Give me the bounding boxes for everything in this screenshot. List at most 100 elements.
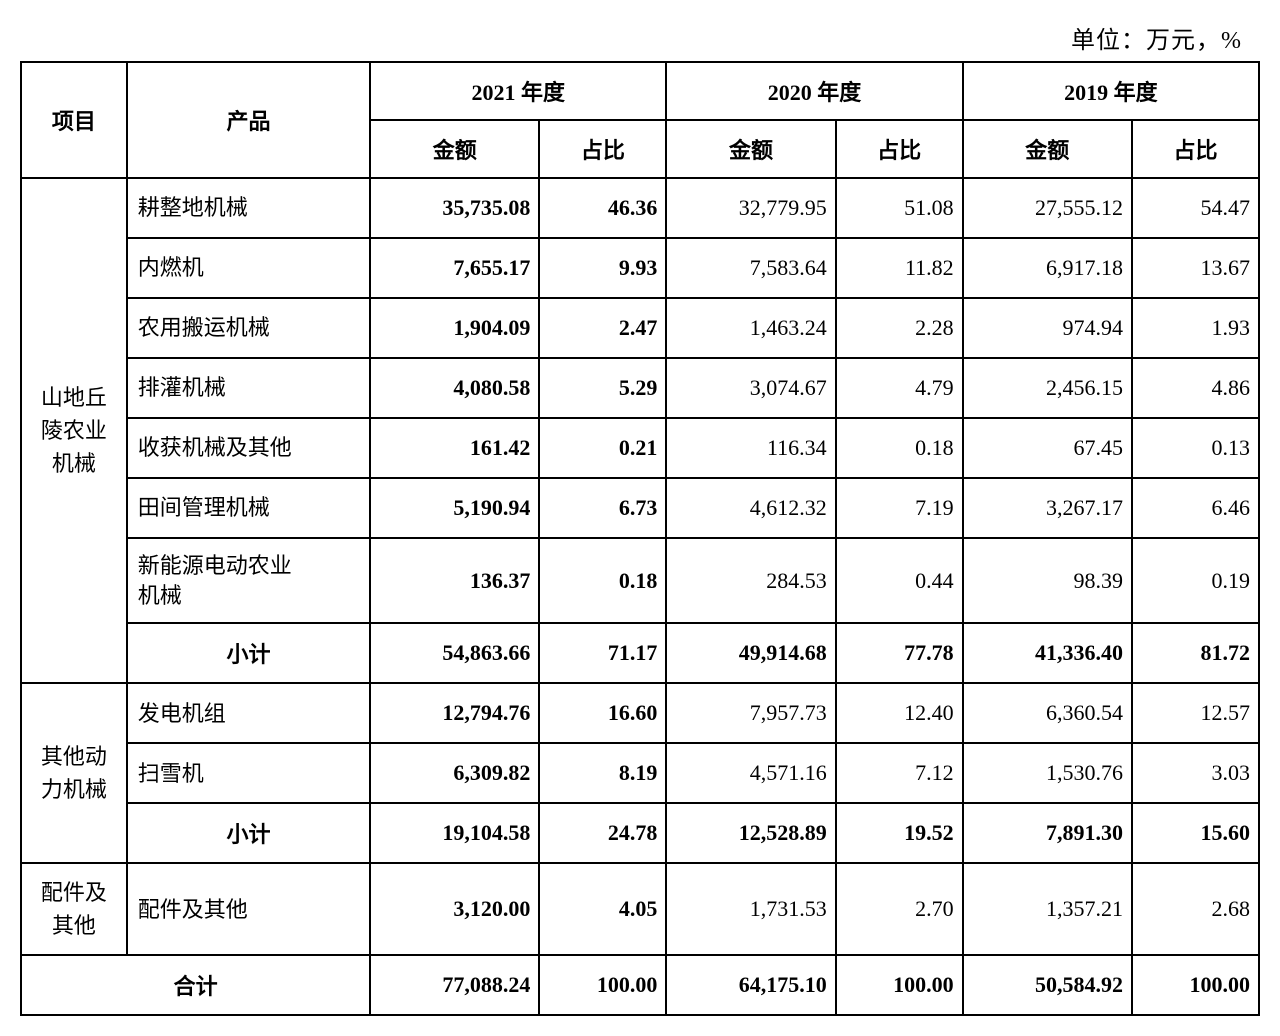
table-cell: 71.17 — [539, 623, 666, 683]
table-row: 配件及其他配件及其他3,120.004.051,731.532.701,357.… — [21, 863, 1259, 955]
table-cell: 3,267.17 — [963, 478, 1132, 538]
product-label: 农用搬运机械 — [127, 298, 370, 358]
table-cell: 1,463.24 — [666, 298, 835, 358]
table-cell: 13.67 — [1132, 238, 1259, 298]
table-cell: 0.13 — [1132, 418, 1259, 478]
table-cell: 7.12 — [836, 743, 963, 803]
table-cell: 5.29 — [539, 358, 666, 418]
table-cell: 51.08 — [836, 178, 963, 238]
product-label: 内燃机 — [127, 238, 370, 298]
table-cell: 0.19 — [1132, 538, 1259, 623]
table-cell: 1.93 — [1132, 298, 1259, 358]
table-cell: 2.70 — [836, 863, 963, 955]
table-row: 扫雪机6,309.828.194,571.167.121,530.763.03 — [21, 743, 1259, 803]
table-cell: 67.45 — [963, 418, 1132, 478]
table-cell: 161.42 — [370, 418, 539, 478]
table-cell: 98.39 — [963, 538, 1132, 623]
table-cell: 77.78 — [836, 623, 963, 683]
table-cell: 12.40 — [836, 683, 963, 743]
table-cell: 2,456.15 — [963, 358, 1132, 418]
table-cell: 小计 — [127, 623, 370, 683]
table-cell: 136.37 — [370, 538, 539, 623]
table-cell: 4,080.58 — [370, 358, 539, 418]
table-cell: 2.68 — [1132, 863, 1259, 955]
product-label: 耕整地机械 — [127, 178, 370, 238]
table-cell: 35,735.08 — [370, 178, 539, 238]
table-row: 新能源电动农业机械136.370.18284.530.4498.390.19 — [21, 538, 1259, 623]
table-row: 农用搬运机械1,904.092.471,463.242.28974.941.93 — [21, 298, 1259, 358]
header-amount: 金额 — [963, 120, 1132, 178]
table-cell: 3,120.00 — [370, 863, 539, 955]
header-amount: 金额 — [666, 120, 835, 178]
product-label: 排灌机械 — [127, 358, 370, 418]
table-cell: 3.03 — [1132, 743, 1259, 803]
table-cell: 54.47 — [1132, 178, 1259, 238]
table-cell: 1,530.76 — [963, 743, 1132, 803]
table-cell: 7,655.17 — [370, 238, 539, 298]
financial-table: 项目 产品 2021 年度 2020 年度 2019 年度 金额 占比 金额 占… — [20, 61, 1260, 1016]
subtotal-row: 小计54,863.6671.1749,914.6877.7841,336.408… — [21, 623, 1259, 683]
table-cell: 32,779.95 — [666, 178, 835, 238]
table-cell: 27,555.12 — [963, 178, 1132, 238]
table-cell: 46.36 — [539, 178, 666, 238]
table-cell: 0.44 — [836, 538, 963, 623]
product-label: 发电机组 — [127, 683, 370, 743]
table-cell: 6,360.54 — [963, 683, 1132, 743]
product-label: 收获机械及其他 — [127, 418, 370, 478]
table-cell: 77,088.24 — [370, 955, 539, 1015]
table-cell: 1,357.21 — [963, 863, 1132, 955]
header-ratio: 占比 — [1132, 120, 1259, 178]
product-label: 配件及其他 — [127, 863, 370, 955]
header-ratio: 占比 — [836, 120, 963, 178]
table-cell: 0.18 — [836, 418, 963, 478]
table-cell: 19.52 — [836, 803, 963, 863]
table-cell: 100.00 — [836, 955, 963, 1015]
table-cell: 6.46 — [1132, 478, 1259, 538]
table-row: 收获机械及其他161.420.21116.340.1867.450.13 — [21, 418, 1259, 478]
header-y2019: 2019 年度 — [963, 62, 1259, 120]
table-cell: 12.57 — [1132, 683, 1259, 743]
table-row: 田间管理机械5,190.946.734,612.327.193,267.176.… — [21, 478, 1259, 538]
table-cell: 1,731.53 — [666, 863, 835, 955]
group-label: 山地丘陵农业机械 — [21, 178, 127, 683]
table-cell: 0.21 — [539, 418, 666, 478]
header-y2021: 2021 年度 — [370, 62, 666, 120]
table-cell: 64,175.10 — [666, 955, 835, 1015]
header-ratio: 占比 — [539, 120, 666, 178]
total-row: 合计77,088.24100.0064,175.10100.0050,584.9… — [21, 955, 1259, 1015]
table-cell: 4.86 — [1132, 358, 1259, 418]
table-cell: 6,917.18 — [963, 238, 1132, 298]
table-cell: 2.47 — [539, 298, 666, 358]
table-cell: 2.28 — [836, 298, 963, 358]
table-row: 排灌机械4,080.585.293,074.674.792,456.154.86 — [21, 358, 1259, 418]
table-cell: 7,957.73 — [666, 683, 835, 743]
table-cell: 7,891.30 — [963, 803, 1132, 863]
table-row: 其他动力机械发电机组12,794.7616.607,957.7312.406,3… — [21, 683, 1259, 743]
table-cell: 49,914.68 — [666, 623, 835, 683]
table-cell: 15.60 — [1132, 803, 1259, 863]
header-amount: 金额 — [370, 120, 539, 178]
table-cell: 100.00 — [539, 955, 666, 1015]
table-cell: 6,309.82 — [370, 743, 539, 803]
table-cell: 8.19 — [539, 743, 666, 803]
table-cell: 12,794.76 — [370, 683, 539, 743]
table-cell: 50,584.92 — [963, 955, 1132, 1015]
table-cell: 4.79 — [836, 358, 963, 418]
header-product: 产品 — [127, 62, 370, 178]
table-cell: 7,583.64 — [666, 238, 835, 298]
table-cell: 4,612.32 — [666, 478, 835, 538]
table-cell: 0.18 — [539, 538, 666, 623]
table-cell: 81.72 — [1132, 623, 1259, 683]
table-cell: 9.93 — [539, 238, 666, 298]
table-cell: 19,104.58 — [370, 803, 539, 863]
table-cell: 6.73 — [539, 478, 666, 538]
table-cell: 7.19 — [836, 478, 963, 538]
table-cell: 1,904.09 — [370, 298, 539, 358]
table-cell: 24.78 — [539, 803, 666, 863]
table-row: 内燃机7,655.179.937,583.6411.826,917.1813.6… — [21, 238, 1259, 298]
table-cell: 54,863.66 — [370, 623, 539, 683]
table-cell: 116.34 — [666, 418, 835, 478]
product-label: 田间管理机械 — [127, 478, 370, 538]
table-cell: 16.60 — [539, 683, 666, 743]
group-label: 其他动力机械 — [21, 683, 127, 863]
